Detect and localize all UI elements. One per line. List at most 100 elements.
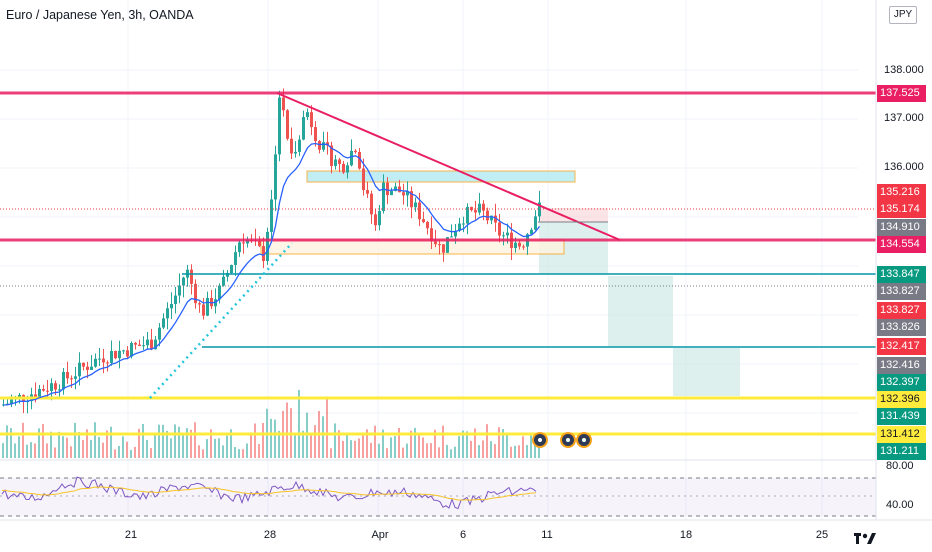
candle-body xyxy=(34,394,37,398)
price-label[interactable]: 133.827 xyxy=(877,283,926,300)
price-label[interactable]: 137.525 xyxy=(877,85,926,102)
candle-body xyxy=(274,154,277,200)
volume-bar xyxy=(222,445,224,458)
time-axis-tick: Apr xyxy=(371,529,389,541)
price-label[interactable]: 132.416 xyxy=(877,357,926,374)
price-label[interactable]: 132.417 xyxy=(877,338,926,355)
candle-body xyxy=(354,150,357,152)
price-label[interactable]: 135.174 xyxy=(877,201,926,218)
candle-body xyxy=(406,191,409,196)
candle-body xyxy=(462,223,465,225)
price-label[interactable]: 134.910 xyxy=(877,219,926,236)
candle-body xyxy=(70,378,73,380)
candle-body xyxy=(370,193,373,215)
volume-bar xyxy=(246,443,248,458)
candle-body xyxy=(434,241,437,245)
volume-bar xyxy=(90,439,92,458)
volume-bar xyxy=(2,443,4,458)
price-label[interactable]: 133.827 xyxy=(877,302,926,319)
resistance-zone xyxy=(306,170,576,183)
candle-body xyxy=(278,97,281,155)
economic-event-icon[interactable] xyxy=(560,432,576,448)
candle-body xyxy=(94,358,97,367)
volume-bar xyxy=(162,424,164,458)
volume-bar xyxy=(14,443,16,458)
candle-body xyxy=(446,237,449,253)
currency-badge[interactable]: JPY xyxy=(889,6,917,24)
volume-bar xyxy=(430,443,432,458)
price-label[interactable]: 133.847 xyxy=(877,266,926,283)
price-label[interactable]: 132.396 xyxy=(877,391,926,408)
volume-bar xyxy=(102,442,104,458)
volume-bar xyxy=(294,433,296,458)
economic-event-icon[interactable] xyxy=(576,432,592,448)
candle-body xyxy=(134,342,137,345)
price-label[interactable]: 132.397 xyxy=(877,374,926,391)
candle-body xyxy=(110,351,113,363)
rsi-band xyxy=(0,478,876,516)
candle-body xyxy=(386,182,389,196)
candle-body xyxy=(234,252,237,265)
volume-bar xyxy=(190,429,192,458)
volume-bar xyxy=(118,445,120,458)
candle-body xyxy=(410,191,413,208)
candle-body xyxy=(206,297,209,316)
volume-bar xyxy=(530,433,532,458)
candle-body xyxy=(286,110,289,139)
volume-bar xyxy=(366,429,368,458)
drawing-tools[interactable] xyxy=(0,91,876,436)
volume-bar xyxy=(442,425,444,458)
price-label[interactable]: 131.412 xyxy=(877,426,926,443)
volume-bar xyxy=(286,402,288,458)
candle-body xyxy=(322,142,325,150)
volume-bar xyxy=(394,436,396,458)
candle-body xyxy=(282,97,285,111)
ascending-trendline xyxy=(149,242,293,399)
volume-bar xyxy=(42,424,44,458)
candle-body xyxy=(154,339,157,350)
price-axis-tick: 136.000 xyxy=(884,160,924,173)
candle-body xyxy=(50,383,53,391)
volume-bar xyxy=(422,437,424,458)
candle-body xyxy=(10,399,13,404)
volume-bar xyxy=(322,416,324,458)
candle-body xyxy=(130,342,133,357)
volume-bar xyxy=(134,446,136,458)
volume-bar xyxy=(302,430,304,458)
economic-event-icon[interactable] xyxy=(532,432,548,448)
volume-bar xyxy=(486,424,488,458)
volume-bar xyxy=(270,418,272,458)
candle-body xyxy=(478,203,481,213)
volume-bar xyxy=(170,438,172,458)
price-label[interactable]: 135.216 xyxy=(877,184,926,201)
tradingview-logo xyxy=(854,531,876,547)
volume-bar xyxy=(158,424,160,458)
rsi-pane[interactable] xyxy=(0,476,876,517)
price-label[interactable]: 131.211 xyxy=(877,443,926,460)
candle-body xyxy=(442,244,445,253)
volume-bar xyxy=(194,422,196,458)
price-label[interactable]: 133.826 xyxy=(877,319,926,336)
volume-bar xyxy=(126,441,128,458)
rsi-line xyxy=(1,476,537,510)
price-label[interactable]: 134.554 xyxy=(877,236,926,253)
volume-bar xyxy=(182,434,184,458)
price-label[interactable]: 131.439 xyxy=(877,408,926,425)
volume-bar xyxy=(58,431,60,458)
candle-body xyxy=(426,222,429,229)
volume-bar xyxy=(154,433,156,458)
candle-body xyxy=(418,202,421,220)
candle-body xyxy=(374,214,377,226)
rsi-axis-tick: 80.00 xyxy=(886,460,914,472)
candle-body xyxy=(78,362,81,377)
zones-layer xyxy=(260,170,740,396)
candle-body xyxy=(166,308,169,319)
volume-bar xyxy=(502,428,504,458)
candle-body xyxy=(450,236,453,238)
candle-body xyxy=(270,199,273,232)
volume-bar xyxy=(518,445,520,458)
symbol-title[interactable]: Euro / Japanese Yen, 3h, OANDA xyxy=(6,8,194,22)
stop-zone xyxy=(539,208,608,222)
volume-bar xyxy=(226,435,228,458)
